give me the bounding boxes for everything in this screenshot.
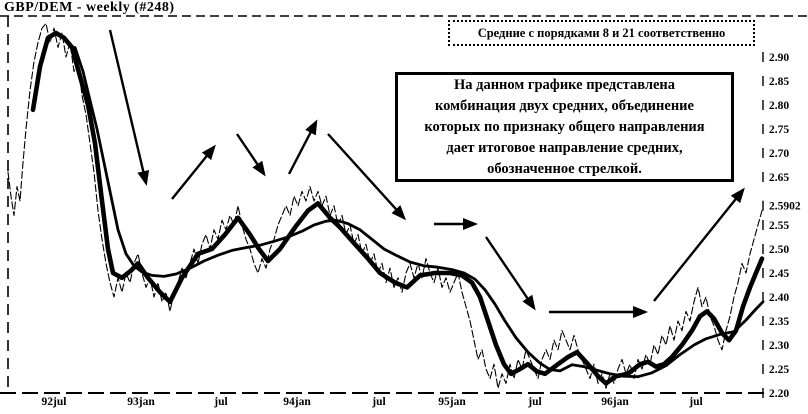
legend-text: Средние с порядками 8 и 21 соответственн… [477, 25, 726, 40]
y-axis-label: 2.75 [769, 124, 789, 136]
note-text: На данном графике представлена комбинаци… [424, 76, 705, 177]
y-axis-label: 2.40 [769, 292, 789, 304]
series-lines [7, 22, 765, 389]
trend-arrow-down [327, 133, 407, 221]
y-axis-label: 2.55 [769, 220, 789, 232]
x-axis-label: 94jan [283, 396, 311, 408]
ma-21-line [73, 46, 765, 379]
y-axis-label: 2.30 [769, 340, 789, 352]
trend-arrows [108, 29, 745, 318]
x-axis-label: 92jul [42, 396, 67, 408]
chart-frame [0, 15, 808, 394]
x-axis-label: 93jan [127, 396, 155, 408]
y-axis-label: 2.5902 [769, 201, 801, 213]
y-axis-label: 2.45 [769, 268, 789, 280]
x-axis-label: jul [527, 396, 541, 408]
y-axis-label: 2.65 [769, 172, 789, 184]
y-axis-label: 2.85 [769, 76, 789, 88]
trend-arrow-up [171, 144, 216, 200]
x-axis-label: 95jan [438, 396, 466, 408]
trend-arrow-up [287, 119, 318, 175]
legend-box: Средние с порядками 8 и 21 соответственн… [448, 20, 755, 46]
note-box: На данном графике представлена комбинаци… [395, 72, 734, 182]
y-axis-label: 2.25 [769, 364, 789, 376]
x-axis-label: jul [213, 396, 227, 408]
x-axis: 92jul 93jan jul 94jan jul 95jan jul 96jan jul [42, 396, 703, 408]
x-axis-label: jul [371, 396, 385, 408]
trend-arrow-down [108, 29, 150, 186]
y-axis-label: 2.20 [769, 388, 789, 400]
x-axis-label: 96jan [601, 396, 629, 408]
chart-title: GBP/DEM - weekly (#248) [4, 0, 175, 15]
weekly-price-line [7, 22, 763, 389]
y-axis: 2.90 2.85 2.80 2.75 2.70 2.65 2.5902 2.55 2.50 2.… [762, 52, 801, 400]
y-axis-label: 2.50 [769, 244, 789, 256]
y-axis-label: 2.90 [769, 52, 789, 64]
ma-8-line [30, 30, 765, 386]
y-axis-label: 2.80 [769, 100, 789, 112]
trend-arrow-up [653, 187, 745, 302]
y-axis-label: 2.70 [769, 148, 789, 160]
x-axis-label: jul [688, 396, 702, 408]
trend-arrow-down [485, 236, 536, 311]
y-axis-label: 2.35 [769, 316, 789, 328]
trend-arrow-down [236, 133, 266, 177]
